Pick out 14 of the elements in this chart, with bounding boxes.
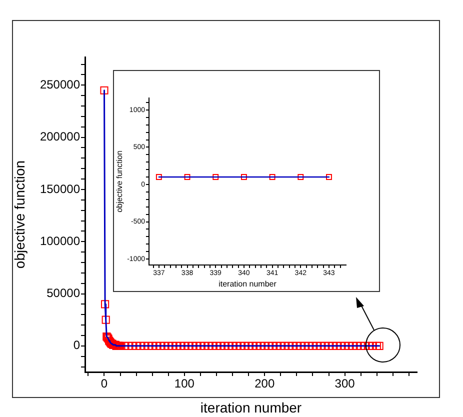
x-tick-label: 200: [254, 376, 275, 391]
x-axis-title: iteration number: [218, 279, 277, 288]
y-axis-title: objective function: [115, 150, 124, 212]
y-tick-label: 0: [73, 338, 80, 352]
x-tick-label: 300: [334, 376, 356, 391]
y-tick-label: 100000: [40, 234, 80, 248]
y-tick-label: 50000: [46, 286, 80, 300]
y-tick-label: 150000: [40, 182, 80, 196]
x-tick-label: 0: [100, 376, 108, 391]
y-axis-title: objective function: [11, 160, 28, 269]
x-tick-label: 100: [174, 376, 195, 391]
y-tick-label: 200000: [40, 130, 80, 144]
y-tick-label: 250000: [40, 77, 80, 92]
x-axis-title: iteration number: [200, 399, 302, 416]
